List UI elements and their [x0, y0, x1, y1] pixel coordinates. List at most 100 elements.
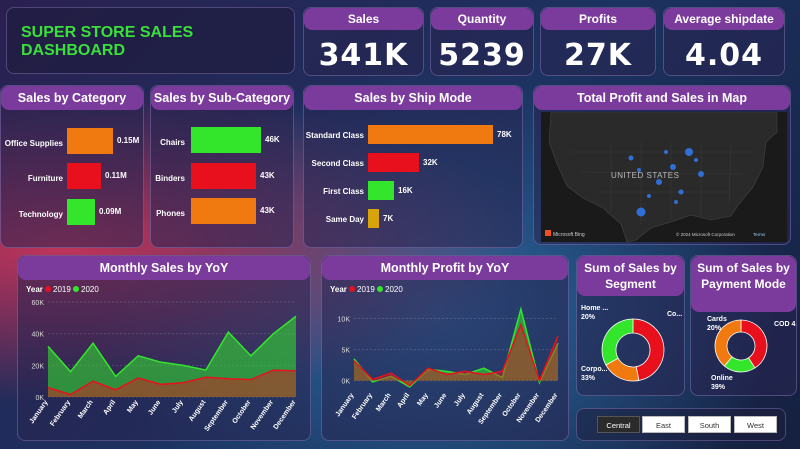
bing-logo — [545, 230, 551, 236]
panel-title: Sum of Sales by Payment Mode — [691, 256, 796, 312]
legend-title: Year — [26, 285, 43, 294]
x-tick-label: September — [204, 399, 231, 433]
state-borders — [571, 141, 751, 224]
x-tick-label: April — [102, 399, 117, 416]
donut-label: COD 4... — [774, 321, 797, 328]
payment-donut: Cards 20% COD 4... Online 39% — [707, 316, 797, 391]
country-label: UNITED STATES — [611, 171, 679, 180]
x-tick-label: November — [250, 399, 276, 431]
kpi-card-profits[interactable]: Profits 27K — [540, 7, 656, 76]
bar-value-label: 78K — [497, 129, 512, 139]
y-tick-label: 60K — [32, 300, 45, 307]
subcategory-label: Chairs — [160, 138, 185, 147]
shipmode-label: Standard Class — [305, 131, 364, 140]
x-tick-label: April — [396, 392, 411, 409]
series-area-2019[interactable] — [354, 324, 558, 386]
series-area-2020[interactable] — [354, 309, 558, 387]
bar[interactable] — [191, 127, 261, 153]
shipmode-label: Same Day — [325, 215, 364, 224]
x-tick-label: July — [453, 392, 467, 408]
legend-item[interactable]: 2020 — [385, 285, 403, 294]
donut-label: Co... 4... — [667, 311, 685, 318]
bar[interactable] — [67, 163, 101, 189]
bar[interactable] — [191, 163, 256, 189]
bar[interactable] — [67, 128, 113, 154]
map-terms-link[interactable]: Terms — [753, 232, 766, 237]
sales-by-category-card[interactable]: Sales by Category Office Supplies Furnit… — [0, 85, 144, 248]
legend-item[interactable]: 2019 — [53, 285, 71, 294]
x-tick-label: July — [171, 399, 185, 415]
map-points — [628, 148, 704, 217]
x-tick-label: January — [28, 399, 49, 425]
y-tick-label: 20K — [32, 363, 45, 370]
y-tick-label: 10K — [338, 316, 351, 323]
kpi-label: Average shipdate — [664, 8, 784, 30]
bar[interactable] — [191, 198, 256, 224]
bar-value-label: 0.15M — [117, 136, 140, 145]
shipmode-label: Second Class — [311, 159, 364, 168]
x-tick-label: June — [433, 392, 448, 409]
donut-slice[interactable] — [601, 318, 634, 366]
region-east-button[interactable]: East — [642, 416, 685, 433]
legend-marker — [349, 286, 355, 292]
map-copyright: © 2024 Microsoft Corporation — [676, 231, 735, 237]
series-area-2020[interactable] — [48, 316, 296, 397]
bar[interactable] — [67, 199, 95, 225]
x-tick-label: December — [272, 399, 297, 431]
donut-pct: 33% — [581, 375, 596, 382]
legend-marker — [73, 286, 79, 292]
bar-value-label: 16K — [398, 185, 413, 195]
legend-item[interactable]: 2020 — [81, 285, 99, 294]
bar-value-label: 0.09M — [99, 207, 122, 216]
x-tick-label: May — [416, 392, 430, 407]
category-label: Furniture — [27, 174, 63, 183]
series-line-2019 — [353, 322, 559, 387]
legend-title: Year — [330, 285, 347, 294]
map-card[interactable]: Total Profit and Sales in Map UNITED STA… — [533, 85, 791, 245]
donut-label: Home ... — [581, 305, 608, 312]
donut-slice[interactable] — [632, 318, 665, 381]
panel-title: Monthly Profit by YoY — [322, 256, 568, 280]
title-card: SUPER STORE SALES DASHBOARD — [6, 7, 295, 74]
sales-by-shipmode-card[interactable]: Sales by Ship Mode Standard Class Second… — [303, 85, 523, 248]
donut-pct: 20% — [707, 325, 722, 332]
x-tick-label: June — [147, 399, 162, 416]
bar-value-label: 43K — [260, 171, 275, 180]
bar-value-label: 7K — [383, 213, 394, 223]
kpi-card-sales[interactable]: Sales 341K — [303, 7, 424, 76]
map-view[interactable]: UNITED STATES Microsoft Bing © 2024 Micr… — [541, 112, 787, 242]
legend-item[interactable]: 2019 — [357, 285, 375, 294]
x-tick-label: August — [466, 392, 486, 416]
monthly-sales-card[interactable]: Monthly Sales by YoY Year 2019 2020 0K 20K 40… — [17, 255, 311, 441]
donut-label: Cards — [707, 316, 727, 323]
kpi-card-avg-shipdate[interactable]: Average shipdate 4.04 — [663, 7, 785, 76]
subcategory-label: Phones — [156, 209, 185, 218]
bar[interactable] — [368, 181, 394, 200]
kpi-card-quantity[interactable]: Quantity 5239 — [430, 7, 534, 76]
donut-slice[interactable] — [714, 319, 742, 367]
region-south-button[interactable]: South — [688, 416, 731, 433]
x-tick-label: May — [126, 399, 140, 414]
legend-marker — [45, 286, 51, 292]
donut-label: Online — [711, 375, 733, 382]
kpi-label: Quantity — [431, 8, 533, 30]
bar[interactable] — [368, 153, 419, 172]
payment-card[interactable]: Sum of Sales by Payment Mode Cards 20% COD… — [690, 255, 797, 396]
region-west-button[interactable]: West — [734, 416, 777, 433]
y-tick-label: 40K — [32, 332, 45, 339]
panel-title: Monthly Sales by YoY — [18, 256, 310, 280]
x-tick-label: February — [49, 399, 72, 428]
series-line-2019 — [47, 369, 297, 396]
y-tick-label: 0K — [35, 395, 44, 402]
kpi-value: 4.04 — [684, 38, 764, 73]
region-central-button[interactable]: Central — [597, 416, 640, 433]
segment-card[interactable]: Sum of Sales by Segment Home ... 20% Co...… — [576, 255, 685, 396]
sales-by-subcategory-card[interactable]: Sales by Sub-Category Chairs Binders Pho… — [150, 85, 294, 248]
bar-value-label: 43K — [260, 206, 275, 215]
donut-pct: 20% — [581, 314, 596, 321]
bar[interactable] — [368, 209, 379, 228]
bar[interactable] — [368, 125, 493, 144]
legend-marker — [377, 286, 383, 292]
kpi-label: Profits — [541, 8, 655, 30]
monthly-profit-card[interactable]: Monthly Profit by YoY Year 2019 2020 0K 5K 10… — [321, 255, 569, 441]
